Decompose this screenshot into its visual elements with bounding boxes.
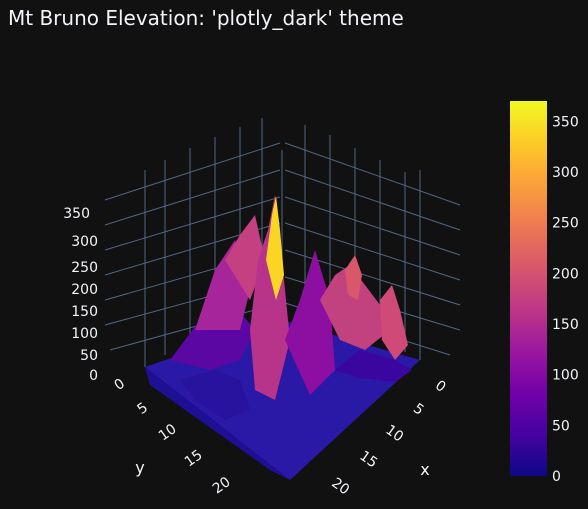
grid-line xyxy=(109,302,281,351)
colorbar-bar xyxy=(510,101,547,476)
surface-shelf-right[interactable] xyxy=(335,350,412,382)
y-tick-label: 10 xyxy=(156,421,180,444)
surface-base-edge xyxy=(145,367,290,480)
chart-title: Mt Bruno Elevation: 'plotly_dark' theme xyxy=(8,6,404,30)
surface-ridge-center[interactable] xyxy=(285,250,335,395)
z-axis: 0 50 100 150 200 250 300 350 xyxy=(63,206,98,384)
grid-line xyxy=(104,142,281,201)
x-tick-label: 15 xyxy=(356,448,380,471)
z-tick-label: 0 xyxy=(89,368,98,384)
x-axis-title: x xyxy=(420,460,429,479)
surface-peak-right[interactable] xyxy=(320,265,390,350)
grid-line xyxy=(284,142,461,206)
surface-shelf-front[interactable] xyxy=(180,370,250,420)
surface-peak-left-high[interactable] xyxy=(225,215,265,300)
colorbar-tick-label: 350 xyxy=(552,114,579,130)
surface[interactable] xyxy=(145,195,420,480)
y-axis-title: y xyxy=(135,458,144,477)
surface-peak-right-top[interactable] xyxy=(345,255,362,300)
x-tick-label: 10 xyxy=(382,422,406,445)
z-tick-label: 50 xyxy=(80,348,98,364)
colorbar-tick-label: 300 xyxy=(552,165,579,181)
z-tick-label: 300 xyxy=(71,234,98,250)
z-tick-label: 350 xyxy=(63,206,90,222)
colorbar: 0 50 100 150 200 250 300 350 xyxy=(510,101,579,485)
grid-line xyxy=(284,196,461,256)
grid-line xyxy=(104,196,281,251)
colorbar-ticks: 0 50 100 150 200 250 300 350 xyxy=(552,114,579,485)
z-tick-label: 200 xyxy=(71,282,98,298)
grid-line xyxy=(284,169,461,231)
grid-line xyxy=(284,222,461,281)
surface-peak-far-right[interactable] xyxy=(380,285,408,360)
y-tick-label: 20 xyxy=(210,474,234,497)
z-tick-label: 150 xyxy=(71,304,98,320)
colorbar-tick-label: 250 xyxy=(552,216,579,232)
y-tick-label: 5 xyxy=(134,400,150,418)
grid-line xyxy=(104,169,281,226)
colorbar-tick-label: 200 xyxy=(552,266,579,282)
x-tick-label: 0 xyxy=(432,378,448,396)
y-tick-label: 15 xyxy=(182,447,206,470)
x-tick-label: 20 xyxy=(328,475,352,498)
colorbar-tick-label: 100 xyxy=(552,368,579,384)
y-tick-label: 0 xyxy=(111,376,127,394)
z-tick-label: 100 xyxy=(71,326,98,342)
z-tick-label: 250 xyxy=(71,260,98,276)
colorbar-tick-label: 50 xyxy=(552,418,570,434)
surface-summit[interactable] xyxy=(266,196,284,300)
colorbar-tick-label: 0 xyxy=(552,469,561,485)
colorbar-tick-label: 150 xyxy=(552,317,579,333)
x-tick-label: 5 xyxy=(410,401,426,419)
